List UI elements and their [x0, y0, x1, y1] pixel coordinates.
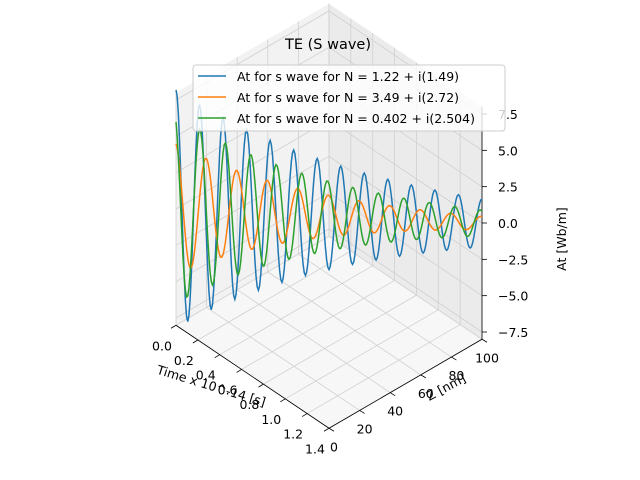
- x-tick-label: 0.2: [174, 353, 194, 368]
- series-line-3: [175, 121, 483, 299]
- y-tick-label: 100: [475, 350, 499, 365]
- x-tick-label: 0.4: [196, 368, 216, 383]
- z-tick-label: −2.5: [498, 252, 528, 267]
- z-tick-label: 2.5: [498, 180, 518, 195]
- y-axis-label: Z [nm]: [424, 370, 468, 403]
- legend-entry-2: At for s wave for N = 3.49 + i(2.72): [237, 90, 459, 105]
- legend: At for s wave for N = 1.22 + i(1.49) At …: [192, 64, 506, 132]
- y-tick-label: 60: [418, 386, 434, 401]
- z-tick-label: 0.0: [498, 216, 518, 231]
- x-tick-label: 0.8: [239, 397, 259, 412]
- x-tick-label: 1.0: [261, 412, 281, 427]
- z-axis-label: At [Wb/m]: [554, 207, 569, 271]
- y-tick-label: 40: [387, 404, 403, 419]
- legend-entry-1: At for s wave for N = 1.22 + i(1.49): [237, 69, 459, 84]
- x-tick-label: 0.6: [218, 382, 238, 397]
- chart-title: TE (S wave): [284, 37, 371, 53]
- legend-entry-3: At for s wave for N = 0.402 + i(2.504): [237, 111, 475, 126]
- tick-labels: 0.00.20.40.60.81.01.21.4 020406080100−7.5…: [152, 107, 528, 456]
- x-tick-label: 1.2: [283, 427, 303, 442]
- x-tick-label: 0.0: [152, 338, 172, 353]
- z-tick-label: −7.5: [498, 325, 528, 340]
- x-tick-label: 1.4: [305, 441, 325, 456]
- z-tick-label: 5.0: [498, 143, 518, 158]
- y-tick-label: 80: [448, 368, 464, 383]
- z-tick-label: −5.0: [498, 289, 528, 304]
- y-tick-label: 20: [357, 421, 373, 436]
- series-line-2: [175, 143, 483, 269]
- legend-frame: [192, 64, 506, 132]
- y-tick-label: 0: [330, 439, 338, 454]
- data-series: [175, 89, 483, 322]
